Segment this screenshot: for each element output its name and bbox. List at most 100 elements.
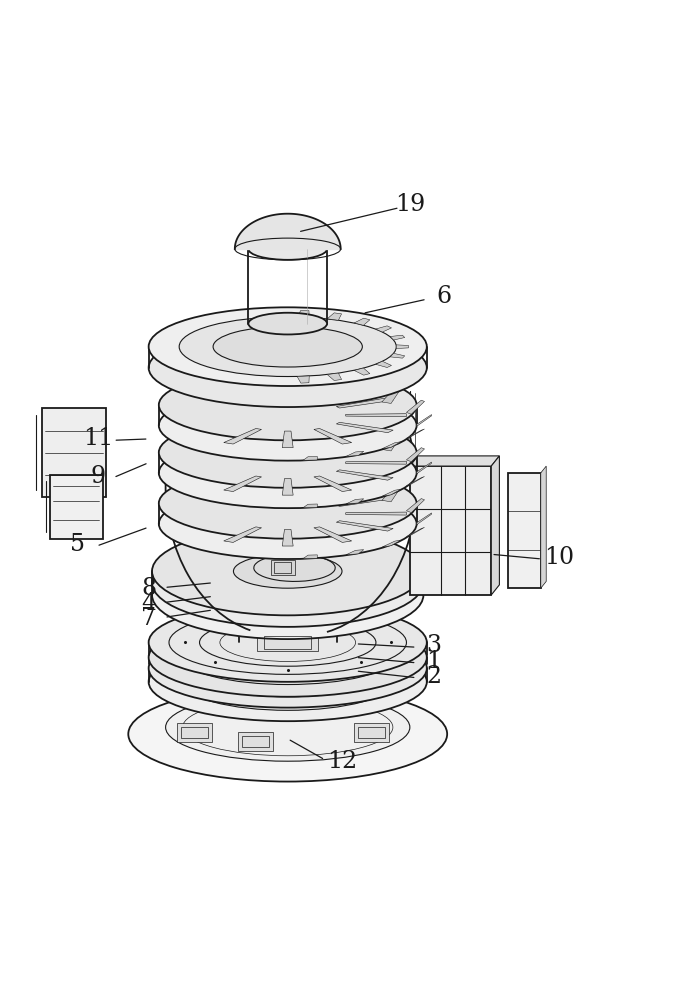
Polygon shape xyxy=(346,426,364,443)
Text: 10: 10 xyxy=(544,546,574,569)
Polygon shape xyxy=(376,326,391,332)
Polygon shape xyxy=(337,422,393,433)
Bar xyxy=(264,636,311,649)
Polygon shape xyxy=(382,489,401,496)
Ellipse shape xyxy=(148,618,427,697)
Polygon shape xyxy=(410,456,499,466)
Ellipse shape xyxy=(233,578,342,612)
Ellipse shape xyxy=(183,653,393,710)
Polygon shape xyxy=(314,434,352,449)
Polygon shape xyxy=(297,376,309,383)
Polygon shape xyxy=(282,529,293,546)
Ellipse shape xyxy=(159,488,417,559)
Polygon shape xyxy=(354,318,370,325)
Polygon shape xyxy=(491,456,499,595)
Bar xyxy=(50,475,103,539)
Polygon shape xyxy=(327,313,341,320)
Polygon shape xyxy=(282,479,293,495)
Polygon shape xyxy=(354,368,370,375)
Text: 6: 6 xyxy=(436,285,451,308)
Ellipse shape xyxy=(152,527,423,615)
Bar xyxy=(410,466,491,595)
Polygon shape xyxy=(303,457,317,460)
Polygon shape xyxy=(346,499,364,504)
Polygon shape xyxy=(406,476,425,486)
Ellipse shape xyxy=(159,417,417,488)
Ellipse shape xyxy=(239,592,337,619)
Bar xyxy=(244,391,332,569)
Bar xyxy=(508,473,541,588)
Ellipse shape xyxy=(233,554,342,588)
Text: 7: 7 xyxy=(141,607,156,630)
Text: 1: 1 xyxy=(426,650,441,673)
Ellipse shape xyxy=(152,539,423,627)
Polygon shape xyxy=(406,400,425,414)
Polygon shape xyxy=(303,472,317,489)
Text: 19: 19 xyxy=(395,193,425,216)
Polygon shape xyxy=(417,462,432,474)
Ellipse shape xyxy=(129,687,447,782)
Polygon shape xyxy=(303,374,317,391)
Polygon shape xyxy=(337,521,393,531)
Ellipse shape xyxy=(148,307,427,386)
Polygon shape xyxy=(282,383,293,399)
Polygon shape xyxy=(332,383,339,569)
Polygon shape xyxy=(224,386,261,402)
Bar xyxy=(354,723,389,742)
Polygon shape xyxy=(314,476,352,492)
Ellipse shape xyxy=(159,390,417,461)
Bar xyxy=(238,732,274,751)
Bar xyxy=(42,408,106,497)
Polygon shape xyxy=(382,540,401,547)
Polygon shape xyxy=(314,485,352,500)
Ellipse shape xyxy=(166,693,410,761)
Polygon shape xyxy=(417,513,432,525)
Polygon shape xyxy=(337,398,393,408)
Text: 4: 4 xyxy=(141,592,156,615)
Bar xyxy=(177,723,213,742)
Polygon shape xyxy=(346,550,364,555)
Text: 12: 12 xyxy=(327,750,357,773)
Bar xyxy=(274,562,291,573)
Bar xyxy=(358,727,384,738)
Polygon shape xyxy=(406,527,425,537)
Polygon shape xyxy=(224,485,261,500)
Text: 3: 3 xyxy=(426,634,441,657)
Bar xyxy=(242,736,269,747)
Ellipse shape xyxy=(248,313,327,334)
Polygon shape xyxy=(303,555,317,559)
Polygon shape xyxy=(303,504,317,508)
Ellipse shape xyxy=(179,317,396,377)
Ellipse shape xyxy=(159,438,417,508)
Ellipse shape xyxy=(148,603,427,682)
Polygon shape xyxy=(314,527,352,542)
Polygon shape xyxy=(346,378,364,395)
Polygon shape xyxy=(390,353,405,358)
Bar xyxy=(181,727,209,738)
Polygon shape xyxy=(224,527,261,542)
Polygon shape xyxy=(282,430,293,447)
Polygon shape xyxy=(224,434,261,449)
Polygon shape xyxy=(541,466,547,588)
Bar xyxy=(271,560,295,575)
Polygon shape xyxy=(314,428,352,444)
Polygon shape xyxy=(282,481,293,498)
Polygon shape xyxy=(282,431,293,448)
Polygon shape xyxy=(406,448,425,462)
Polygon shape xyxy=(406,499,425,513)
Text: 9: 9 xyxy=(90,465,105,488)
Ellipse shape xyxy=(152,551,423,639)
Ellipse shape xyxy=(148,642,427,721)
Ellipse shape xyxy=(248,238,327,260)
Text: 5: 5 xyxy=(70,533,85,556)
Text: 11: 11 xyxy=(83,427,113,450)
Polygon shape xyxy=(406,429,425,438)
Polygon shape xyxy=(327,373,341,381)
Polygon shape xyxy=(297,310,309,317)
Polygon shape xyxy=(337,496,393,506)
Polygon shape xyxy=(337,470,393,480)
Polygon shape xyxy=(390,335,405,340)
Text: 8: 8 xyxy=(141,577,156,600)
Polygon shape xyxy=(314,386,352,402)
Polygon shape xyxy=(224,428,261,444)
